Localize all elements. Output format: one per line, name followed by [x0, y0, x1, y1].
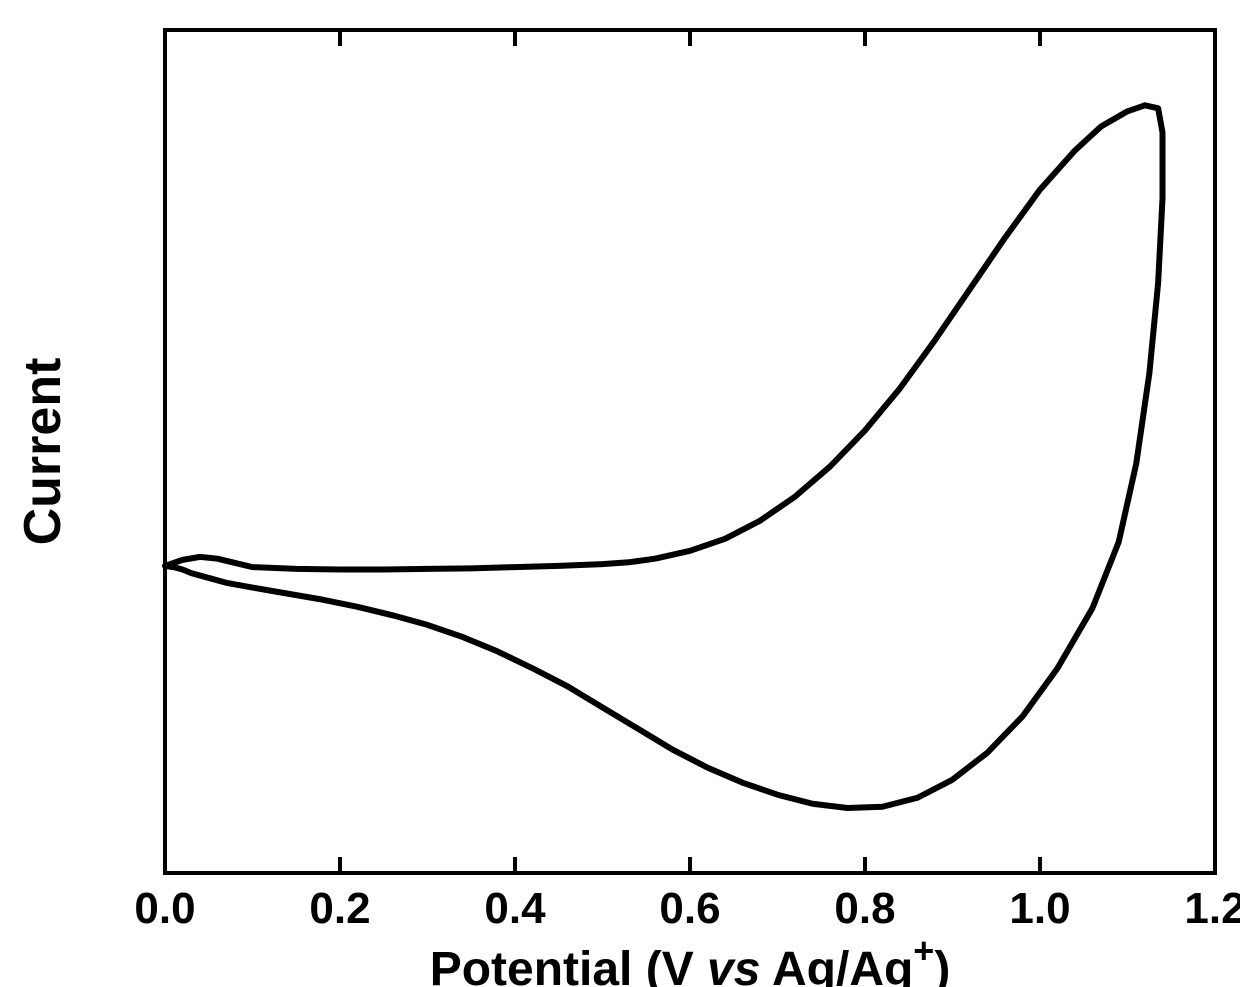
x-tick-label: 0.0: [134, 884, 195, 933]
plot-area: [165, 30, 1215, 873]
x-tick-label: 0.4: [484, 884, 546, 933]
cv-chart: 0.0 0.2 0.4 0.6 0.8 1.0 1.2 Potential (V vs Ag/…: [0, 0, 1240, 987]
chart-svg: 0.0 0.2 0.4 0.6 0.8 1.0 1.2 Potential (V vs Ag/…: [0, 0, 1240, 987]
x-tick-label: 1.2: [1184, 884, 1240, 933]
x-tick-label: 0.6: [659, 884, 720, 933]
x-tick-label: 1.0: [1009, 884, 1070, 933]
y-axis-label: Current: [14, 358, 72, 546]
x-axis-label: Potential (V vs Ag/Ag+): [430, 930, 951, 987]
x-tick-label: 0.8: [834, 884, 895, 933]
x-tick-label: 0.2: [309, 884, 370, 933]
